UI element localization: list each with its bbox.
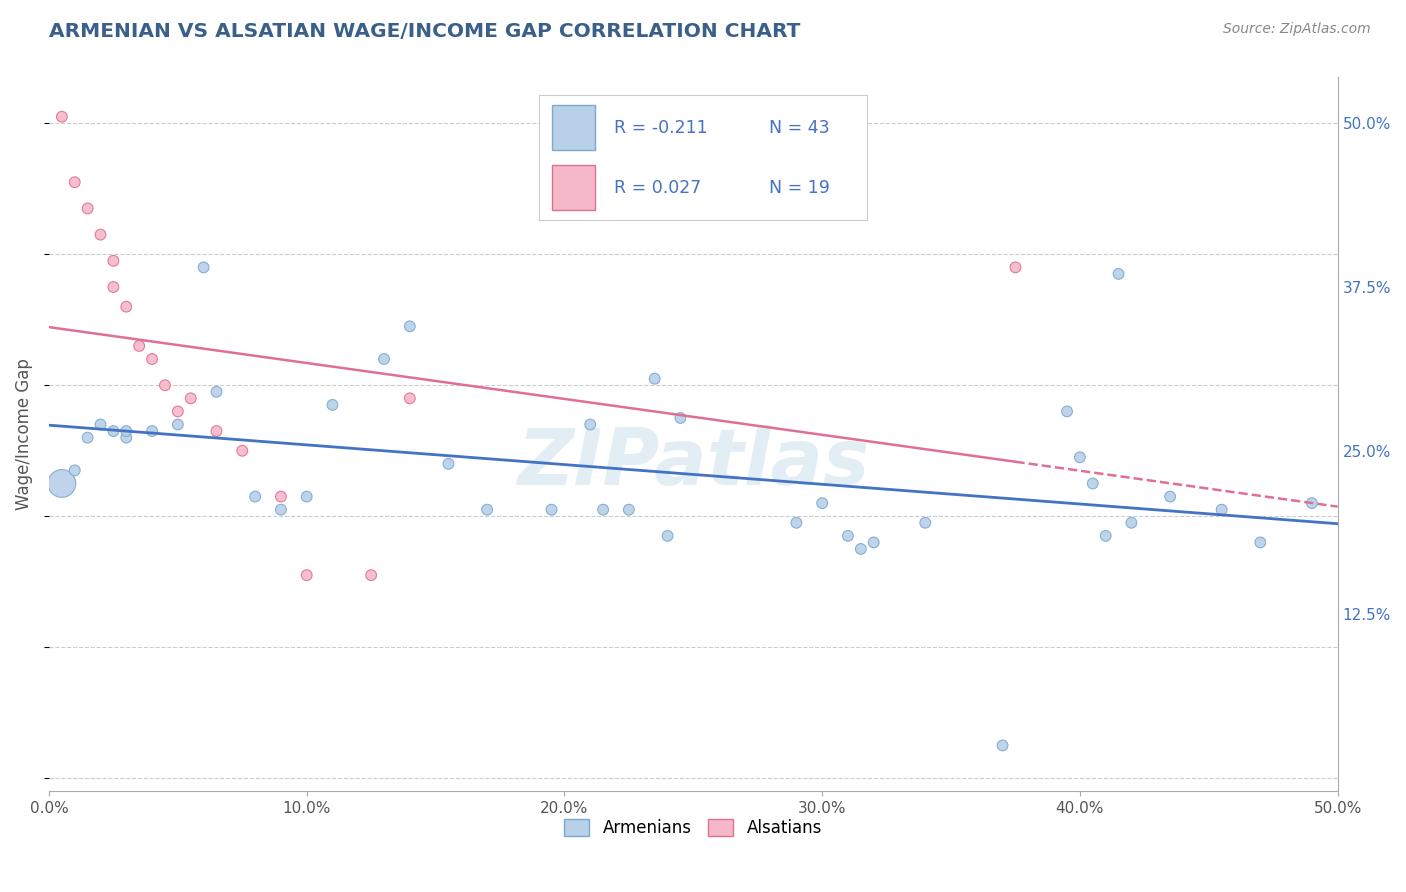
Point xyxy=(205,384,228,399)
Point xyxy=(1056,404,1078,418)
Legend: Armenians, Alsatians: Armenians, Alsatians xyxy=(558,812,828,844)
Point xyxy=(205,424,228,438)
Point xyxy=(811,496,834,510)
Point xyxy=(540,502,562,516)
Point xyxy=(579,417,602,432)
Point xyxy=(76,202,98,216)
Point xyxy=(991,739,1014,753)
Point xyxy=(837,529,859,543)
Point xyxy=(1108,267,1130,281)
Point xyxy=(914,516,936,530)
Point xyxy=(115,300,138,314)
Point xyxy=(617,502,640,516)
Point xyxy=(1121,516,1143,530)
Point xyxy=(243,490,266,504)
Point xyxy=(180,392,202,406)
Point xyxy=(166,404,188,418)
Point xyxy=(360,568,382,582)
Point xyxy=(1069,450,1091,465)
Point xyxy=(321,398,343,412)
Point xyxy=(1301,496,1323,510)
Point xyxy=(475,502,498,516)
Point xyxy=(862,535,884,549)
Point xyxy=(51,476,73,491)
Point xyxy=(669,411,692,425)
Point xyxy=(115,424,138,438)
Point xyxy=(115,431,138,445)
Point xyxy=(270,490,292,504)
Point xyxy=(849,541,872,556)
Point xyxy=(103,280,125,294)
Point xyxy=(373,352,395,367)
Text: Source: ZipAtlas.com: Source: ZipAtlas.com xyxy=(1223,22,1371,37)
Point xyxy=(785,516,807,530)
Point xyxy=(128,339,150,353)
Point xyxy=(193,260,215,275)
Point xyxy=(1211,502,1233,516)
Point xyxy=(270,502,292,516)
Point xyxy=(398,319,420,334)
Point xyxy=(1081,476,1104,491)
Point xyxy=(89,227,111,242)
Point xyxy=(657,529,679,543)
Point xyxy=(166,417,188,432)
Point xyxy=(295,490,318,504)
Point xyxy=(76,431,98,445)
Point xyxy=(1004,260,1026,275)
Point xyxy=(644,372,666,386)
Text: ZIPatlas: ZIPatlas xyxy=(517,425,869,501)
Point xyxy=(89,417,111,432)
Point xyxy=(398,392,420,406)
Point xyxy=(592,502,614,516)
Point xyxy=(1094,529,1116,543)
Point xyxy=(1159,490,1181,504)
Point xyxy=(103,253,125,268)
Point xyxy=(231,443,253,458)
Y-axis label: Wage/Income Gap: Wage/Income Gap xyxy=(15,359,32,510)
Point xyxy=(103,424,125,438)
Point xyxy=(141,424,163,438)
Point xyxy=(51,110,73,124)
Point xyxy=(63,463,86,477)
Point xyxy=(153,378,176,392)
Point xyxy=(295,568,318,582)
Point xyxy=(1249,535,1271,549)
Point xyxy=(63,175,86,189)
Point xyxy=(437,457,460,471)
Text: ARMENIAN VS ALSATIAN WAGE/INCOME GAP CORRELATION CHART: ARMENIAN VS ALSATIAN WAGE/INCOME GAP COR… xyxy=(49,22,800,41)
Point xyxy=(141,352,163,367)
